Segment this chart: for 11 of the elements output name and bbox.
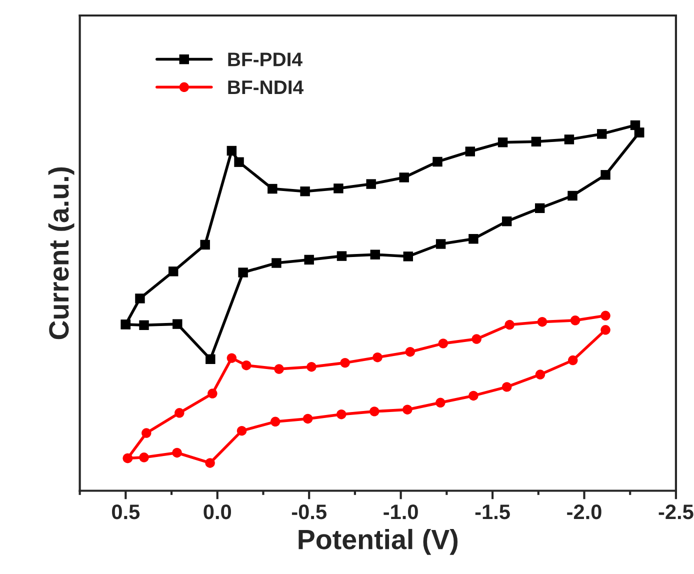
y-axis-title: Current (a.u.)	[48, 167, 74, 340]
x-tick-label: -1.5	[475, 504, 510, 520]
x-axis-title: Potential (V)	[298, 528, 458, 555]
legend-label: BF-PDI4	[228, 52, 302, 66]
x-tick-label: -2.0	[567, 504, 602, 520]
x-tick-label: -1.0	[384, 504, 418, 520]
x-tick-label: 0.5	[112, 504, 140, 520]
x-tick-label: -2.5	[658, 504, 694, 520]
x-tick-label: -0.5	[292, 504, 326, 520]
legend-label: BF-NDI4	[228, 80, 304, 94]
x-tick-label: 0.0	[204, 504, 232, 520]
